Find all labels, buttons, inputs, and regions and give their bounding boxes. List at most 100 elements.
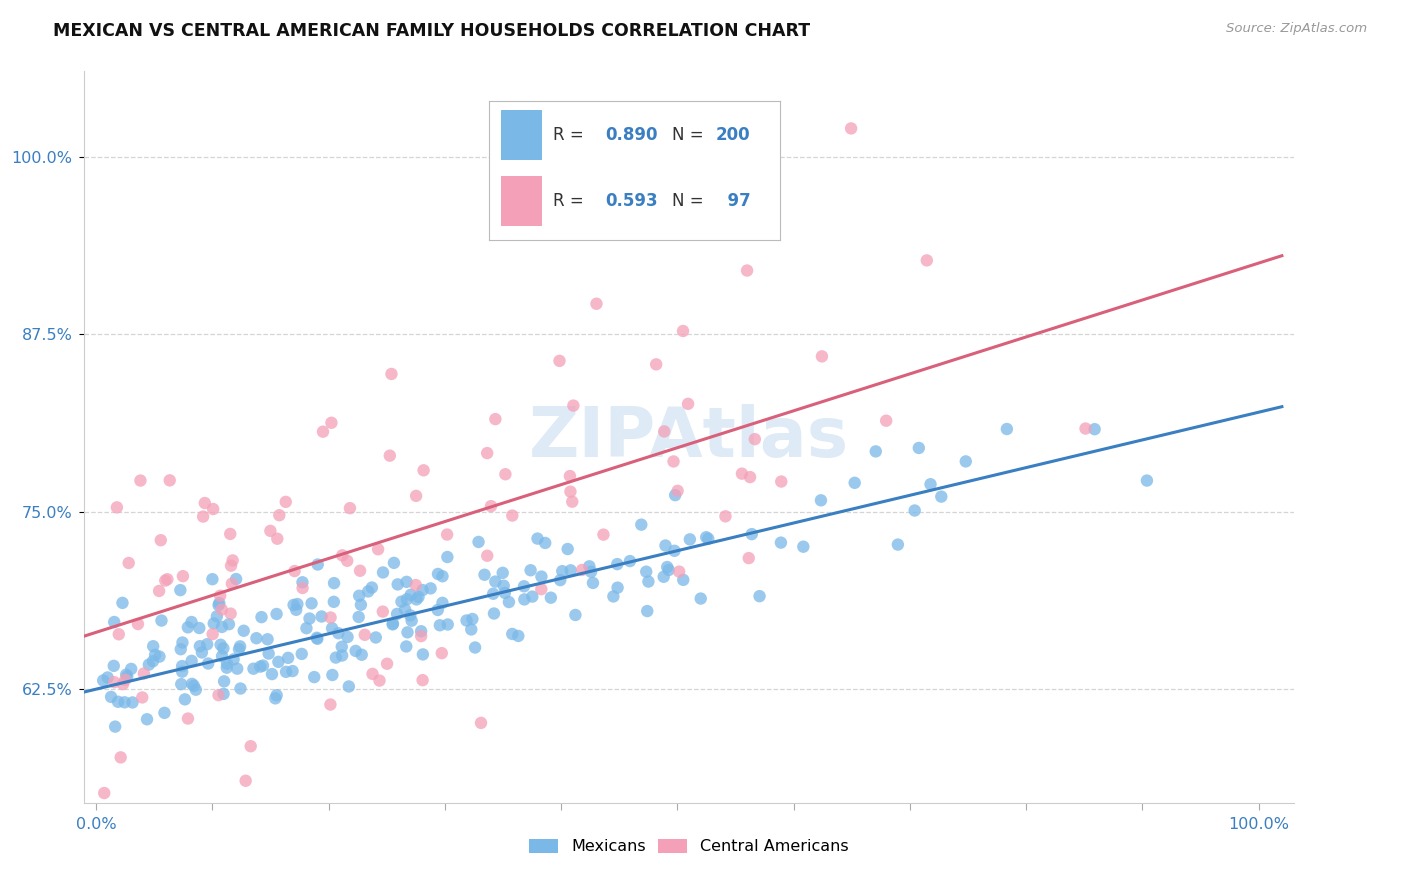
Mexicans xyxy=(150,614,173,628)
Mexicans xyxy=(202,616,225,631)
Mexicans xyxy=(560,563,582,577)
Mexicans xyxy=(177,620,200,634)
Mexicans xyxy=(748,589,770,603)
Central Americans xyxy=(114,673,136,687)
Central Americans xyxy=(349,564,371,578)
Mexicans xyxy=(207,598,229,612)
Central Americans xyxy=(666,483,689,498)
Central Americans xyxy=(405,489,427,503)
Central Americans xyxy=(266,532,288,546)
Central Americans xyxy=(585,297,607,311)
Mexicans xyxy=(337,680,360,694)
Mexicans xyxy=(672,573,695,587)
Mexicans xyxy=(602,590,624,604)
Mexicans xyxy=(426,603,449,617)
Mexicans xyxy=(385,607,408,621)
Mexicans xyxy=(138,657,160,672)
Mexicans xyxy=(291,575,314,590)
Mexicans xyxy=(170,642,193,657)
Central Americans xyxy=(380,367,402,381)
Mexicans xyxy=(636,565,658,579)
Central Americans xyxy=(221,553,243,567)
Mexicans xyxy=(399,588,422,602)
Central Americans xyxy=(738,470,761,484)
Mexicans xyxy=(395,574,418,589)
Mexicans xyxy=(412,583,434,598)
Central Americans xyxy=(470,715,492,730)
Mexicans xyxy=(810,493,832,508)
Mexicans xyxy=(557,541,579,556)
Mexicans xyxy=(399,608,422,623)
Central Americans xyxy=(194,496,217,510)
Mexicans xyxy=(285,603,308,617)
Mexicans xyxy=(658,563,681,577)
Mexicans xyxy=(519,563,541,577)
Mexicans xyxy=(188,639,211,653)
Mexicans xyxy=(197,657,219,671)
Central Americans xyxy=(148,584,170,599)
Central Americans xyxy=(558,469,581,483)
Mexicans xyxy=(301,596,323,610)
Mexicans xyxy=(456,614,478,628)
Mexicans xyxy=(526,532,548,546)
Mexicans xyxy=(115,667,138,681)
Central Americans xyxy=(412,673,434,688)
Central Americans xyxy=(330,549,353,563)
Mexicans xyxy=(274,665,297,679)
Mexicans xyxy=(419,582,441,596)
Mexicans xyxy=(347,610,370,624)
Mexicans xyxy=(107,695,129,709)
Mexicans xyxy=(350,598,373,612)
Mexicans xyxy=(298,611,321,625)
Central Americans xyxy=(209,589,232,603)
Mexicans xyxy=(395,640,418,654)
Central Americans xyxy=(127,617,149,632)
Mexicans xyxy=(191,645,214,659)
Mexicans xyxy=(564,607,586,622)
Mexicans xyxy=(436,617,458,632)
Mexicans xyxy=(336,630,359,644)
Central Americans xyxy=(221,576,243,591)
Mexicans xyxy=(222,652,245,666)
Central Americans xyxy=(339,501,361,516)
Central Americans xyxy=(672,324,695,338)
Mexicans xyxy=(401,614,423,628)
Central Americans xyxy=(353,628,375,642)
Mexicans xyxy=(295,621,318,635)
Mexicans xyxy=(174,692,197,706)
Mexicans xyxy=(347,589,370,603)
Central Americans xyxy=(110,750,132,764)
Mexicans xyxy=(619,554,641,568)
Mexicans xyxy=(408,590,430,604)
Mexicans xyxy=(232,624,254,638)
Central Americans xyxy=(645,357,668,371)
Mexicans xyxy=(305,631,328,645)
Central Americans xyxy=(291,581,314,595)
Mexicans xyxy=(266,688,288,702)
Mexicans xyxy=(136,712,159,726)
Central Americans xyxy=(107,627,129,641)
Mexicans xyxy=(357,584,380,599)
Mexicans xyxy=(307,632,329,646)
Mexicans xyxy=(689,591,711,606)
Mexicans xyxy=(382,556,405,570)
Text: Source: ZipAtlas.com: Source: ZipAtlas.com xyxy=(1226,22,1367,36)
Mexicans xyxy=(412,648,434,662)
Central Americans xyxy=(411,629,433,643)
Mexicans xyxy=(256,632,278,647)
Central Americans xyxy=(219,527,242,541)
Mexicans xyxy=(904,503,927,517)
Central Americans xyxy=(201,627,224,641)
Mexicans xyxy=(426,566,449,581)
Mexicans xyxy=(330,640,353,654)
Mexicans xyxy=(115,669,138,683)
Central Americans xyxy=(131,690,153,705)
Mexicans xyxy=(143,648,166,662)
Mexicans xyxy=(697,532,720,546)
Mexicans xyxy=(920,477,942,491)
Central Americans xyxy=(770,475,793,489)
Mexicans xyxy=(432,569,454,583)
Mexicans xyxy=(360,581,382,595)
Mexicans xyxy=(429,618,451,632)
Central Americans xyxy=(111,677,134,691)
